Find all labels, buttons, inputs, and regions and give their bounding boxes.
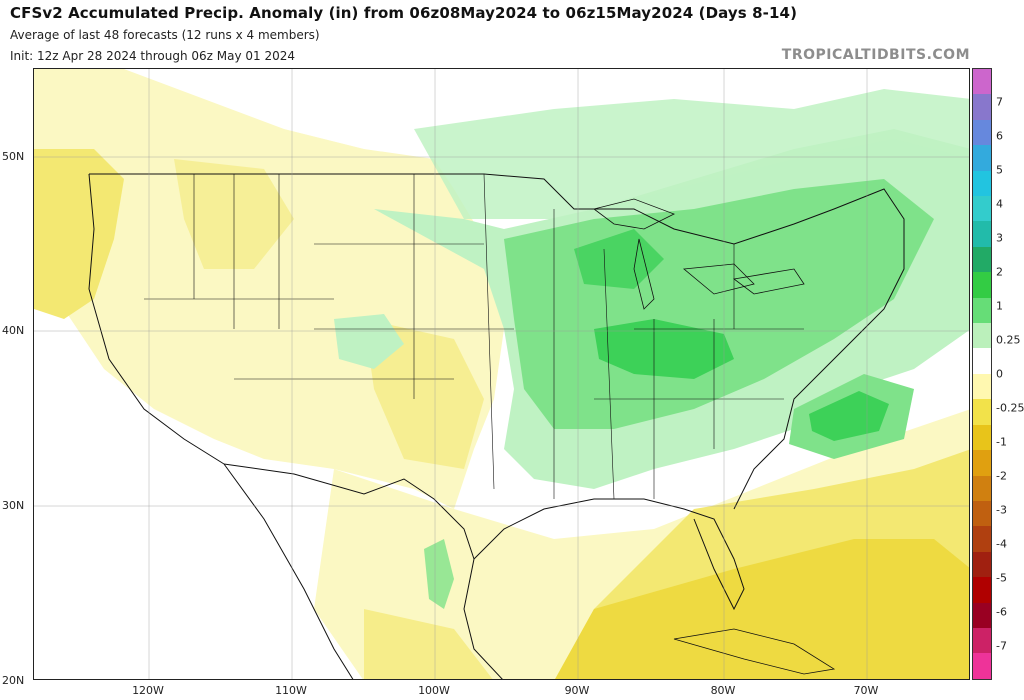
colorbar-segment [973, 450, 991, 476]
borders [88, 173, 905, 679]
colorbar-segment [973, 602, 991, 628]
colorbar-segment [973, 424, 991, 451]
colorbar-label: -6 [996, 605, 1007, 619]
colorbar-segment [973, 170, 991, 197]
colorbar-segment [973, 323, 991, 349]
wet-anomaly-regions [334, 89, 969, 609]
colorbar-label: -5 [996, 571, 1007, 585]
colorbar-label: 5 [996, 163, 1003, 177]
colorbar-label: 4 [996, 197, 1003, 211]
lon-label-80w: 80W [710, 684, 736, 697]
west-coastline [88, 173, 225, 465]
map-subtitle: Average of last 48 forecasts (12 runs x … [10, 28, 320, 42]
mexico-dry-region [364, 609, 493, 679]
colorbar-label: 1 [996, 299, 1003, 313]
colorbar-label: 3 [996, 231, 1003, 245]
us-mexico-border [223, 463, 475, 560]
init-time: Init: 12z Apr 28 2024 through 06z May 01… [10, 49, 296, 63]
lat-label-20n: 20N [2, 674, 25, 687]
colorbar-segment [973, 500, 991, 527]
lon-label-120w: 120W [132, 684, 164, 697]
colorbar-segment [973, 526, 991, 552]
southern-plains-dry [364, 319, 484, 469]
map-title: CFSv2 Accumulated Precip. Anomaly (in) f… [10, 4, 798, 22]
colorbar-segment [973, 577, 991, 603]
colorbar [972, 68, 992, 680]
lon-label-90w: 90W [564, 684, 590, 697]
colorbar-label: 0 [996, 367, 1003, 381]
colorbar-segment [973, 348, 991, 374]
caribbean-dry-strongest [555, 539, 969, 679]
colorbar-label: 6 [996, 129, 1003, 143]
colorbar-label: -0.25 [996, 401, 1024, 415]
graticule [34, 69, 969, 679]
lon-label-100w: 100W [418, 684, 450, 697]
mexico-coastline [223, 463, 503, 679]
colorbar-label: -4 [996, 537, 1007, 551]
colorbar-segment [973, 653, 991, 679]
colorado-wet-spot [334, 314, 404, 369]
dry-anomaly-regions [34, 69, 969, 679]
colorbar-segment [973, 119, 991, 146]
colorbar-segment [973, 94, 991, 120]
colorbar-segment [973, 475, 991, 501]
colorbar-label: -7 [996, 639, 1007, 653]
canada-wet-light [414, 89, 969, 219]
map-canvas [34, 69, 969, 679]
colorbar-segment [973, 196, 991, 222]
colorbar-label: -1 [996, 435, 1007, 449]
great-lakes [593, 198, 805, 310]
colorbar-segment [973, 246, 991, 273]
colorbar-label: 2 [996, 265, 1003, 279]
lat-label-50n: 50N [2, 150, 25, 163]
colorbar-segment [973, 69, 991, 95]
ohio-valley-wet-strong [594, 319, 734, 379]
lon-label-70w: 70W [853, 684, 879, 697]
colorbar-segment [973, 145, 991, 171]
colorbar-label: 0.25 [996, 333, 1021, 347]
colorbar-label: 7 [996, 95, 1003, 109]
upper-midwest-wet-strong [574, 229, 664, 289]
cuba-coastline [673, 628, 836, 675]
mexico-wet-spot [424, 539, 454, 609]
colorbar-segment [973, 627, 991, 654]
state-lines [144, 173, 804, 500]
lon-label-110w: 110W [275, 684, 307, 697]
us-canada-border [89, 173, 905, 245]
atlantic-wet-strong [809, 391, 889, 441]
credit-label: TROPICALTIDBITS.COM [781, 47, 970, 63]
colorbar-segment [973, 373, 991, 400]
colorbar-segment [973, 297, 991, 324]
colorbar-label: -2 [996, 469, 1007, 483]
colorbar-segment [973, 551, 991, 578]
colorbar-segment [973, 221, 991, 247]
colorbar-segment [973, 272, 991, 298]
lat-label-40n: 40N [2, 324, 25, 337]
colorbar-label: -3 [996, 503, 1007, 517]
lat-label-30n: 30N [2, 499, 25, 512]
colorbar-segment [973, 399, 991, 425]
northwest-dry-strong [34, 149, 124, 319]
gulf-coastline [473, 498, 745, 611]
east-coastline [733, 244, 905, 510]
precip-anomaly-map [33, 68, 970, 680]
